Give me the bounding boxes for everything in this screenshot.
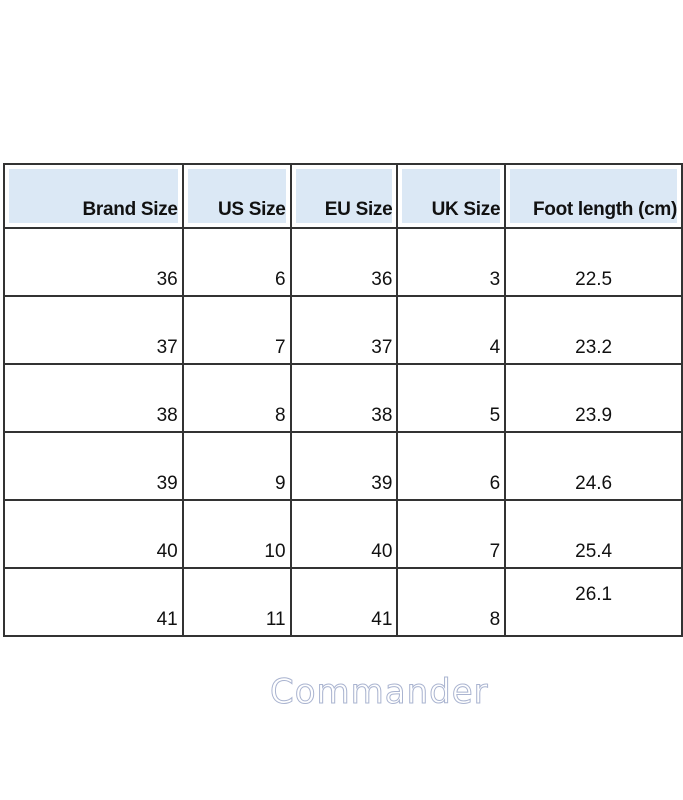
- brand-size-cell: 36: [3, 227, 184, 297]
- brand-size-cell: 39: [3, 431, 184, 501]
- eu-size-cell: 37: [289, 295, 399, 365]
- us-size-cell: 7: [181, 295, 292, 365]
- header-us-size: US Size: [181, 163, 292, 229]
- foot-length-cell: 24.6: [504, 431, 683, 501]
- uk-size-cell: 6: [396, 431, 507, 501]
- eu-size-cell: 40: [289, 499, 399, 569]
- table-row: 40 10 40 7 25.4: [3, 499, 683, 569]
- foot-length-cell: 23.9: [504, 363, 683, 433]
- brand-size-cell: 37: [3, 295, 184, 365]
- eu-size-cell: 39: [289, 431, 399, 501]
- brand-size-cell: 41: [3, 567, 184, 637]
- uk-size-cell: 3: [396, 227, 507, 297]
- brand-size-cell: 40: [3, 499, 184, 569]
- watermark: Commander: [270, 672, 489, 713]
- table-row: 38 8 38 5 23.9: [3, 363, 683, 433]
- us-size-cell: 10: [181, 499, 292, 569]
- header-row: Brand Size US Size EU Size UK Size Foot …: [3, 163, 683, 229]
- table-row: 36 6 36 3 22.5: [3, 227, 683, 297]
- table-row: 37 7 37 4 23.2: [3, 295, 683, 365]
- uk-size-cell: 7: [396, 499, 507, 569]
- header-uk-size: UK Size: [396, 163, 507, 229]
- us-size-cell: 11: [181, 567, 292, 637]
- table-row: 41 11 41 8 26.1: [3, 567, 683, 637]
- uk-size-cell: 8: [396, 567, 507, 637]
- eu-size-cell: 41: [289, 567, 399, 637]
- foot-length-cell: 22.5: [504, 227, 683, 297]
- us-size-cell: 8: [181, 363, 292, 433]
- size-chart-table: Brand Size US Size EU Size UK Size Foot …: [3, 163, 683, 637]
- header-eu-size: EU Size: [289, 163, 399, 229]
- foot-length-cell: 25.4: [504, 499, 683, 569]
- foot-length-cell: 23.2: [504, 295, 683, 365]
- eu-size-cell: 38: [289, 363, 399, 433]
- foot-length-cell: 26.1: [504, 567, 683, 637]
- uk-size-cell: 4: [396, 295, 507, 365]
- header-foot-length: Foot length (cm): [504, 163, 683, 229]
- brand-size-cell: 38: [3, 363, 184, 433]
- uk-size-cell: 5: [396, 363, 507, 433]
- table-row: 39 9 39 6 24.6: [3, 431, 683, 501]
- us-size-cell: 9: [181, 431, 292, 501]
- eu-size-cell: 36: [289, 227, 399, 297]
- us-size-cell: 6: [181, 227, 292, 297]
- header-brand-size: Brand Size: [3, 163, 184, 229]
